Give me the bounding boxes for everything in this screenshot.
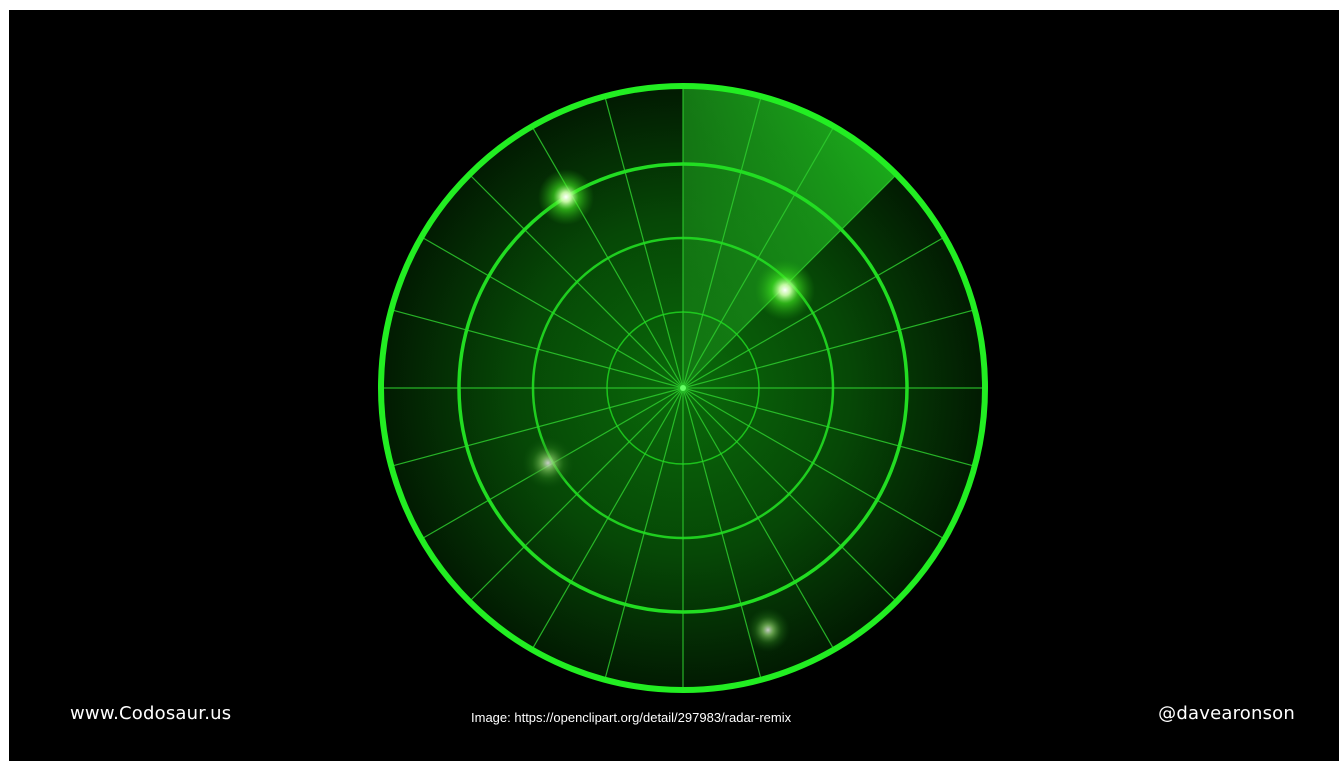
radar-blip [755, 260, 815, 320]
radar-blip [746, 608, 790, 652]
radar-blip [538, 169, 594, 225]
radar-center [680, 385, 686, 391]
radar-blip [522, 437, 574, 489]
radar-sweep [683, 86, 908, 388]
image-credit-text: Image: https://openclipart.org/detail/29… [471, 710, 792, 725]
radar-image [378, 83, 988, 693]
radar-rings [457, 162, 909, 614]
slide: www.Codosaur.us Image: https://openclipa… [9, 10, 1339, 761]
website-text: www.Codosaur.us [70, 703, 232, 724]
author-handle-text: @davearonson [1158, 703, 1295, 724]
radar-outer-ring [378, 83, 988, 693]
